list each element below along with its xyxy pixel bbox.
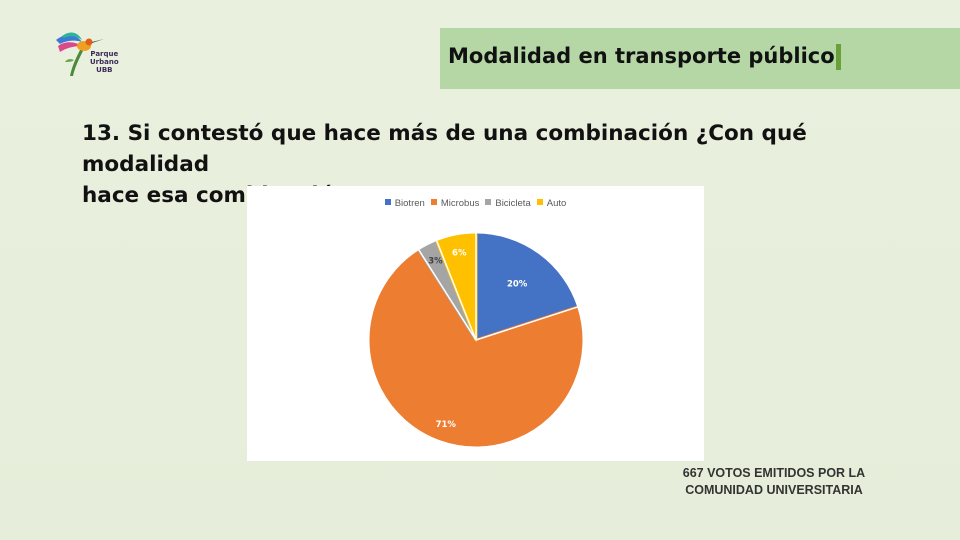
pie-chart-svg: 20% 71% 3% 6% [369, 233, 583, 447]
logo-line: Urbano [90, 58, 119, 66]
title-bar: Modalidad en transporte público [440, 28, 960, 89]
legend-item: Bicicleta [485, 198, 531, 209]
slice-data-label: 3% [428, 256, 443, 266]
slice-separator [418, 249, 477, 341]
hummingbird-icon [56, 32, 104, 76]
legend-swatch [536, 199, 543, 206]
legend-swatch [430, 199, 437, 206]
question-line: 13. Si contestó que hace más de una comb… [82, 121, 807, 177]
question-heading: 13. Si contestó que hace más de una comb… [82, 118, 902, 211]
legend-label: Biotren [394, 198, 425, 209]
legend-item: Biotren [384, 198, 425, 209]
slice-separator [435, 240, 477, 341]
chart-legend: Biotren Microbus Bicicleta Auto [247, 198, 704, 209]
logo-line: Parque [90, 50, 119, 58]
logo-text: Parque Urbano UBB [90, 50, 119, 74]
pie-chart: Biotren Microbus Bicicleta Auto 20% 71% 3% 6% [247, 186, 704, 461]
footnote-line: COMUNIDAD UNIVERSITARIA [685, 483, 863, 497]
legend-label: Microbus [440, 198, 480, 209]
slice-separator [475, 306, 578, 341]
legend-swatch [485, 199, 492, 206]
slice-data-label: 6% [452, 248, 467, 258]
slice-data-label: 71% [436, 420, 457, 430]
footnote-line: 667 VOTOS EMITIDOS POR LA [682, 466, 866, 480]
parque-urbano-ubb-logo [52, 26, 130, 80]
legend-item: Auto [536, 198, 567, 209]
page-title-container: Modalidad en transporte público [448, 44, 841, 70]
pie-slice-microbus [369, 249, 583, 447]
logo-line: UBB [96, 66, 113, 74]
legend-label: Bicicleta [495, 198, 531, 209]
pie-slice-biotren [474, 233, 578, 342]
slice-data-label: 20% [507, 279, 528, 289]
legend-label: Auto [546, 198, 567, 209]
page-title: Modalidad en transporte público [448, 44, 835, 68]
legend-item: Microbus [430, 198, 480, 209]
votes-footnote: 667 VOTOS EMITIDOS POR LA COMUNIDAD UNIV… [640, 465, 908, 499]
text-cursor [835, 44, 841, 70]
legend-swatch [384, 199, 391, 206]
